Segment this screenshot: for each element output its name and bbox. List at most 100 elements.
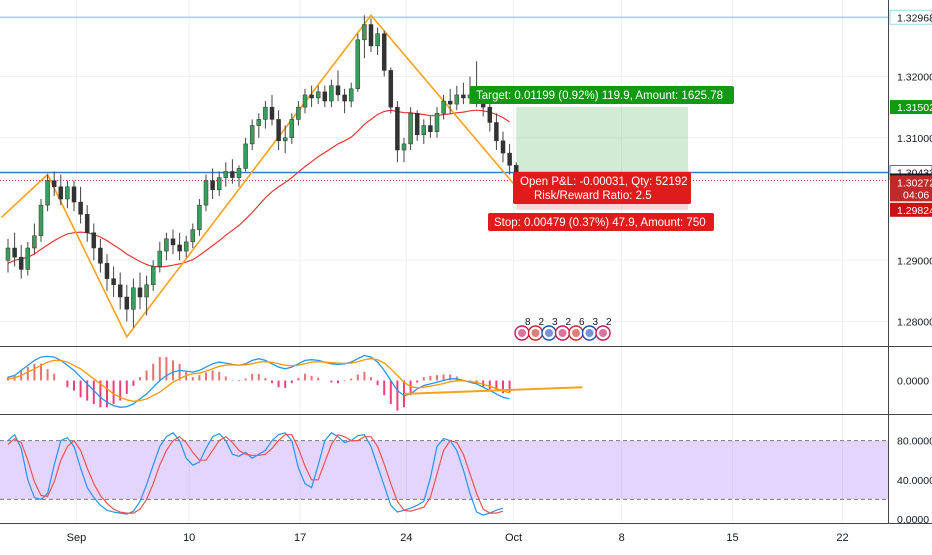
candle-body[interactable]	[71, 186, 77, 203]
candle-body[interactable]	[500, 140, 506, 154]
candle-body[interactable]	[434, 113, 440, 132]
time-axis[interactable]: Sep 10 17 24 Oct 8 15 22	[67, 532, 849, 544]
candle-body[interactable]	[263, 106, 268, 120]
candle-body[interactable]	[507, 152, 512, 166]
candle-body[interactable]	[18, 256, 24, 270]
position-overlay[interactable]: Target: 0.01199 (0.92%) 119.9, Amount: 1…	[470, 86, 734, 231]
candle-body[interactable]	[447, 100, 453, 105]
macd-panel[interactable]	[7, 354, 583, 411]
candle-body[interactable]	[296, 106, 301, 120]
candle-body[interactable]	[150, 266, 156, 286]
candle-body[interactable]	[335, 85, 341, 96]
candle-body[interactable]	[111, 278, 116, 286]
economic-event-eu[interactable]: 3	[581, 317, 599, 341]
candle-body[interactable]	[144, 284, 149, 298]
price-tag[interactable]: 1.29824	[890, 202, 932, 217]
candle-body[interactable]	[421, 125, 427, 135]
candle-body[interactable]	[216, 177, 222, 191]
candle-body[interactable]	[190, 229, 196, 243]
candle-body[interactable]	[223, 171, 229, 178]
candle-body[interactable]	[84, 214, 90, 233]
candle-body[interactable]	[5, 247, 11, 261]
candle-body[interactable]	[269, 106, 275, 120]
candle-body[interactable]	[315, 91, 321, 99]
candle-body[interactable]	[408, 113, 413, 145]
candle-body[interactable]	[65, 186, 70, 200]
candle-body[interactable]	[38, 204, 44, 237]
candle-body[interactable]	[104, 263, 110, 279]
candle-body[interactable]	[45, 180, 50, 206]
candle-body[interactable]	[91, 232, 97, 249]
economic-event-us[interactable]: 2	[527, 317, 545, 341]
candle-body[interactable]	[236, 168, 242, 178]
candle-body[interactable]	[329, 85, 334, 102]
candle-body[interactable]	[124, 296, 130, 310]
economic-event-eu[interactable]: 3	[541, 317, 558, 341]
macd-trendline[interactable]	[403, 386, 583, 395]
candle-body[interactable]	[32, 235, 37, 249]
price-axis[interactable]: 1.28000 1.29000 1.31000 1.32000 0.0000 0.0000…	[889, 9, 932, 526]
candle-body[interactable]	[302, 94, 308, 108]
candle-body[interactable]	[388, 70, 394, 108]
candle-body[interactable]	[117, 284, 123, 298]
candle-body[interactable]	[289, 119, 295, 139]
economic-event-uk[interactable]: 2	[554, 317, 572, 341]
candle-body[interactable]	[157, 250, 163, 267]
stochastic-panel[interactable]	[0, 432, 888, 516]
candle-body[interactable]	[309, 94, 314, 99]
macd-signal-line[interactable]	[7, 358, 510, 402]
candle-body[interactable]	[203, 180, 209, 206]
economic-event-uk[interactable]: 8	[514, 317, 531, 341]
candle-body[interactable]	[375, 33, 380, 47]
price-tag[interactable]: 1.31502	[890, 100, 932, 115]
candle-body[interactable]	[348, 88, 354, 102]
economic-event-us[interactable]: 6	[568, 317, 585, 341]
candle-body[interactable]	[368, 24, 374, 47]
candle-body[interactable]	[25, 247, 31, 270]
price-tag[interactable]: 1.32968	[889, 9, 932, 25]
candle-body[interactable]	[170, 238, 176, 246]
candle-body[interactable]	[395, 106, 400, 151]
pnl-label[interactable]: Open P&L: -0.00031, Qty: 52192 Risk/Rewar…	[513, 172, 691, 204]
candle-body[interactable]	[131, 287, 136, 310]
candle-body[interactable]	[494, 122, 499, 142]
candle-body[interactable]	[137, 287, 143, 298]
candle-body[interactable]	[276, 119, 281, 142]
candle-body[interactable]	[51, 180, 57, 188]
candle-body[interactable]	[342, 94, 347, 102]
candle-body[interactable]	[98, 247, 103, 264]
target-label[interactable]: Target: 0.01199 (0.92%) 119.9, Amount: 1…	[470, 86, 734, 104]
candle-body[interactable]	[197, 204, 202, 230]
macd-line[interactable]	[7, 354, 510, 408]
stochastic-k-line[interactable]	[7, 432, 504, 516]
candle-body[interactable]	[487, 106, 493, 123]
economic-event-uk[interactable]: 2	[595, 317, 612, 341]
stop-label[interactable]: Stop: 0.00479 (0.37%) 47.9, Amount: 750	[488, 213, 714, 231]
candle-body[interactable]	[381, 33, 387, 71]
zigzag-pattern-line[interactable]	[0, 14, 517, 339]
candle-body[interactable]	[12, 247, 17, 258]
candle-body[interactable]	[210, 180, 215, 191]
candle-body[interactable]	[230, 171, 235, 178]
candle-body[interactable]	[256, 119, 262, 126]
candle-body[interactable]	[78, 201, 83, 215]
candle-body[interactable]	[164, 238, 169, 252]
stochastic-d-line[interactable]	[7, 433, 504, 514]
candle-body[interactable]	[183, 241, 189, 252]
candle-body[interactable]	[414, 113, 420, 135]
candle-body[interactable]	[322, 91, 328, 102]
candle-body[interactable]	[58, 186, 64, 200]
candle-body[interactable]	[461, 94, 466, 99]
candle-body[interactable]	[243, 143, 248, 169]
candle-body[interactable]	[428, 125, 433, 132]
candle-body[interactable]	[177, 244, 182, 252]
candle-body[interactable]	[355, 39, 361, 90]
candle-body[interactable]	[454, 94, 460, 105]
candle-body[interactable]	[362, 24, 367, 41]
candle-body[interactable]	[282, 137, 288, 142]
candle-body[interactable]	[441, 100, 446, 114]
